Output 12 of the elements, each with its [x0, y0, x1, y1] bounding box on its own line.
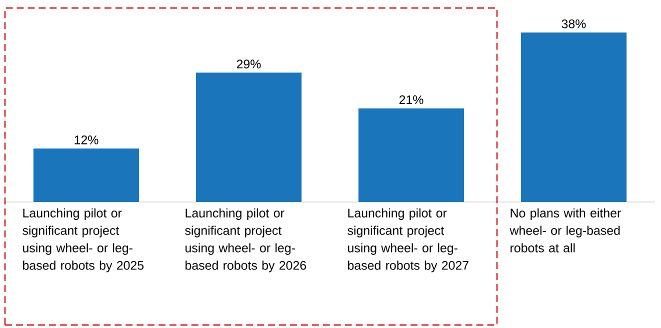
bar	[196, 72, 302, 202]
bar	[358, 108, 464, 202]
data-label: 21%	[399, 95, 424, 104]
x-tick-label: Launching pilot or significant project using wheel- or leg-based robots by 2027	[348, 208, 468, 272]
data-label: 29%	[236, 60, 261, 68]
x-tick-label: No plans with either wheel- or leg-based robots at all	[510, 208, 621, 252]
data-label: 38%	[562, 19, 586, 28]
bar	[33, 148, 140, 202]
x-tick-label: Launching pilot or significant project using wheel- or leg-based robots by 2025	[22, 208, 144, 272]
x-tick-label: Launching pilot or significant project using wheel- or leg-based robots by 2026	[185, 208, 306, 272]
bar	[520, 32, 627, 202]
data-label: 12%	[74, 136, 98, 144]
